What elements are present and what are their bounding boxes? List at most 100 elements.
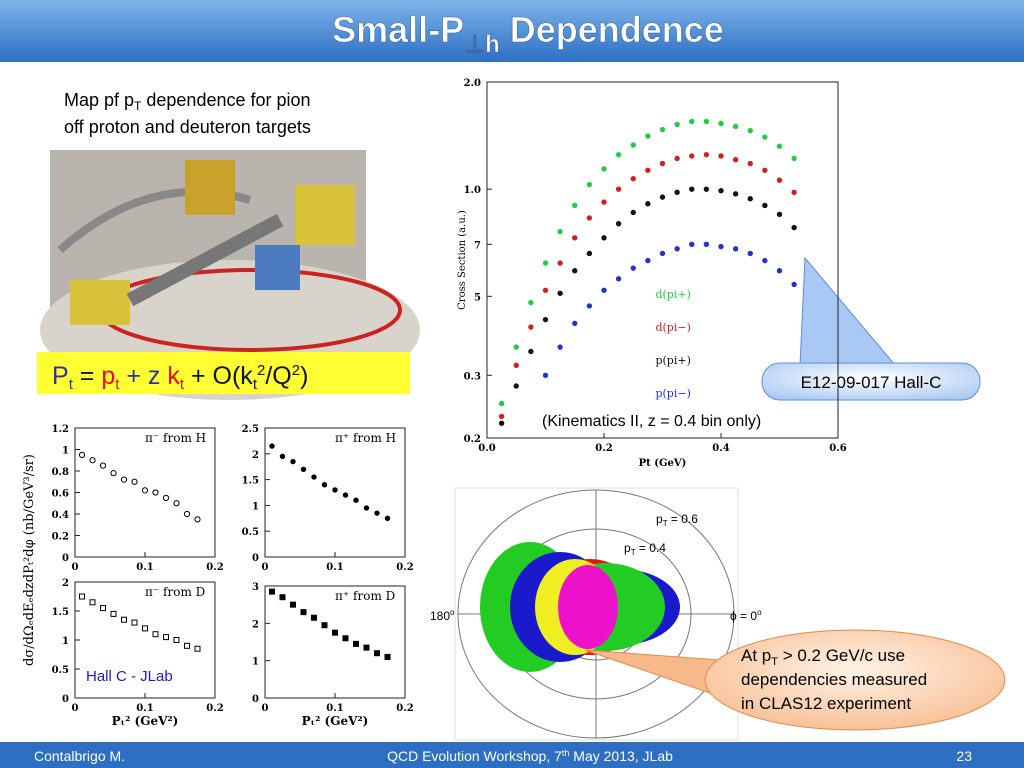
data-point bbox=[645, 201, 651, 207]
y-tick-label: 3 bbox=[252, 582, 259, 593]
data-point bbox=[674, 121, 680, 128]
label-text: ϕ = 0 bbox=[730, 609, 757, 623]
data-point bbox=[732, 191, 739, 197]
data-point bbox=[776, 211, 783, 217]
data-point bbox=[332, 629, 338, 636]
data-point bbox=[173, 500, 180, 507]
formula-part: ) bbox=[300, 362, 308, 390]
formula-part: P bbox=[52, 362, 69, 390]
data-point bbox=[718, 188, 724, 194]
formula-sub: t bbox=[253, 376, 258, 393]
formula-part: + O(k bbox=[184, 362, 253, 390]
data-point bbox=[321, 482, 328, 488]
data-point bbox=[615, 276, 622, 282]
x-tick-label: 0.2 bbox=[595, 443, 612, 454]
caption-text: Map pf p bbox=[64, 90, 134, 110]
data-point bbox=[659, 250, 666, 257]
data-point bbox=[645, 257, 651, 264]
callout-text: dependencies measured bbox=[741, 670, 927, 689]
clas12-map bbox=[454, 487, 739, 741]
data-point bbox=[747, 196, 753, 202]
caption-text: dependence for pion bbox=[141, 90, 310, 110]
data-point bbox=[674, 189, 680, 195]
x-tick-label: 0.4 bbox=[712, 443, 729, 454]
data-point bbox=[269, 443, 275, 449]
y-tick-label: 2.5 bbox=[242, 424, 259, 435]
data-point bbox=[78, 451, 86, 458]
data-point bbox=[718, 243, 724, 250]
data-point bbox=[142, 625, 148, 632]
clas-label: pT = 0.4 bbox=[624, 541, 666, 557]
x-axis-label: Pₜ² (GeV²) bbox=[112, 714, 179, 728]
data-point bbox=[718, 153, 724, 159]
clas-label: 180o bbox=[430, 608, 455, 623]
y-tick-label: 1.0 bbox=[464, 185, 481, 196]
y-tick-label: 0.5 bbox=[52, 665, 69, 676]
data-point bbox=[601, 287, 607, 293]
data-point bbox=[300, 609, 307, 616]
data-point bbox=[290, 601, 296, 608]
data-point bbox=[79, 593, 85, 600]
data-point bbox=[572, 235, 578, 241]
footer-part: May 2013, JLab bbox=[569, 748, 673, 764]
data-point bbox=[300, 466, 307, 472]
legend-entry: p(pi−) bbox=[655, 387, 690, 400]
header-bar bbox=[0, 0, 1024, 62]
data-point bbox=[703, 118, 710, 125]
formula-sub: t bbox=[115, 376, 120, 393]
y-tick-label: 0.2 bbox=[52, 532, 69, 543]
data-point bbox=[110, 470, 117, 477]
data-point bbox=[89, 457, 96, 464]
data-point bbox=[718, 120, 724, 127]
data-point bbox=[542, 260, 549, 266]
data-point bbox=[120, 476, 128, 483]
data-point bbox=[586, 181, 593, 188]
data-point bbox=[321, 622, 328, 629]
data-point bbox=[311, 474, 317, 480]
y-tick-label: 1 bbox=[252, 501, 259, 512]
panel-label: π⁺ from H bbox=[335, 431, 396, 445]
data-point bbox=[100, 605, 106, 612]
data-point bbox=[572, 202, 578, 209]
data-point bbox=[513, 362, 519, 369]
data-point bbox=[542, 287, 549, 293]
data-point bbox=[747, 250, 753, 257]
charts: 0.0 0.2 0.4 0.60.20.3571.02.0d(pi+)d(pi−)p(… bbox=[22, 78, 847, 728]
panel-note: Hall C - JLab bbox=[86, 668, 173, 685]
data-point bbox=[121, 616, 127, 623]
formula-sup: 2 bbox=[257, 362, 265, 379]
y-tick-label: 7 bbox=[474, 240, 481, 251]
data-point bbox=[528, 299, 534, 306]
x-axis-label: Pt (GeV) bbox=[639, 458, 687, 469]
data-point bbox=[747, 160, 753, 167]
data-point bbox=[384, 515, 391, 521]
legend-entry: d(pi+) bbox=[655, 288, 690, 301]
y-axis-label: dσ/dΩₑdEₑdzdPₜ²dφ (nb/GeV³/sr) bbox=[22, 454, 37, 666]
y-tick-label: 0.2 bbox=[464, 434, 481, 445]
panel-label: π⁻ from D bbox=[145, 585, 205, 599]
data-point bbox=[689, 153, 695, 159]
data-point bbox=[557, 228, 563, 235]
data-point bbox=[557, 260, 563, 266]
data-point bbox=[689, 118, 695, 125]
data-point bbox=[689, 241, 695, 248]
x-tick-label: 0.1 bbox=[136, 562, 153, 573]
callout-text: E12-09-017 Hall-C bbox=[801, 373, 942, 392]
x-tick-label: 0.2 bbox=[206, 703, 223, 714]
data-point bbox=[732, 156, 739, 163]
y-tick-label: 2.0 bbox=[464, 78, 481, 89]
data-point bbox=[791, 155, 797, 162]
y-tick-label: 0.3 bbox=[464, 371, 481, 382]
callout-sub: T bbox=[771, 656, 778, 668]
title-main: Small-P bbox=[332, 9, 464, 50]
data-point bbox=[630, 265, 636, 271]
data-point bbox=[152, 489, 159, 496]
data-point bbox=[163, 634, 169, 641]
data-point bbox=[615, 186, 622, 192]
y-tick-label: 1 bbox=[252, 657, 259, 668]
data-point bbox=[762, 257, 768, 264]
data-point bbox=[732, 246, 739, 252]
data-point bbox=[703, 241, 710, 248]
data-point bbox=[498, 420, 505, 426]
data-point bbox=[110, 610, 117, 617]
